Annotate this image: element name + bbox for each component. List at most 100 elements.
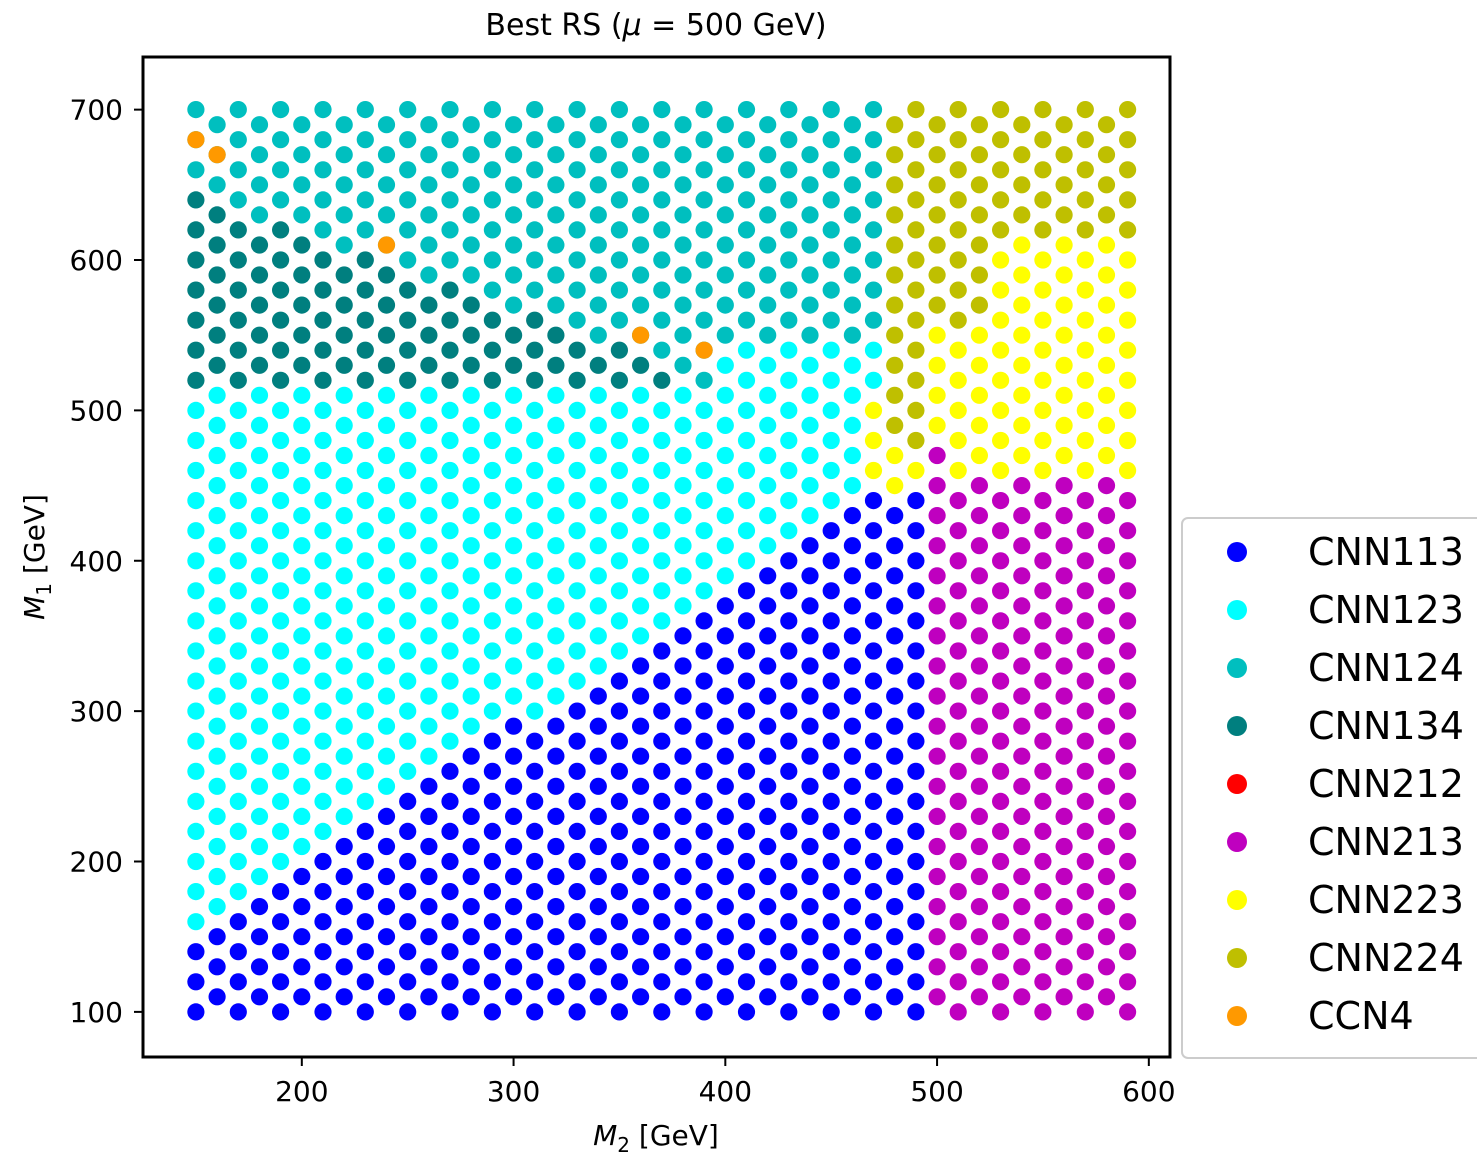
data-point-970 xyxy=(843,266,862,284)
data-point-442 xyxy=(483,552,501,570)
data-point-891 xyxy=(801,807,819,826)
data-point-1273 xyxy=(1055,326,1073,344)
data-point-1054 xyxy=(907,492,925,510)
data-point-550 xyxy=(568,973,586,991)
data-point-243 xyxy=(335,116,353,134)
data-point-1043 xyxy=(907,822,925,841)
data-point-251 xyxy=(356,792,374,811)
data-point-417 xyxy=(462,386,480,404)
data-point-327 xyxy=(399,341,417,359)
data-point-429 xyxy=(483,943,501,961)
data-point-471 xyxy=(504,597,523,615)
data-point-873 xyxy=(780,431,798,450)
data-point-155 xyxy=(293,928,311,946)
data-point-773 xyxy=(716,687,734,705)
data-point-787 xyxy=(716,266,734,284)
data-point-490 xyxy=(526,943,544,961)
data-point-1159 xyxy=(992,1003,1010,1021)
data-point-761 xyxy=(695,131,713,149)
data-point-303 xyxy=(377,146,396,164)
data-point-248 xyxy=(356,883,374,901)
data-point-311 xyxy=(399,822,417,841)
data-point-1263 xyxy=(1055,627,1073,645)
data-point-258 xyxy=(356,582,374,600)
data-point-1330 xyxy=(1097,446,1116,465)
data-point-1134 xyxy=(970,837,989,856)
data-point-1155 xyxy=(970,206,989,224)
data-point-1128 xyxy=(949,101,967,119)
data-point-1359 xyxy=(1119,492,1137,510)
data-point-233 xyxy=(335,416,353,434)
data-point-836 xyxy=(759,627,777,645)
data-point-870 xyxy=(780,522,798,540)
data-point-219 xyxy=(335,837,353,856)
data-point-818 xyxy=(737,251,756,269)
data-point-952 xyxy=(843,807,862,826)
data-point-1251 xyxy=(1055,988,1073,1006)
data-point-131 xyxy=(272,732,290,750)
data-point-893 xyxy=(801,747,819,765)
data-point-77 xyxy=(229,522,247,540)
data-point-1029 xyxy=(886,326,904,344)
data-point-959 xyxy=(843,597,862,615)
data-point-328 xyxy=(399,311,417,329)
data-point-15 xyxy=(187,552,205,570)
data-point-1303 xyxy=(1076,341,1094,359)
data-point-1108 xyxy=(949,702,967,720)
data-point-305 xyxy=(399,1003,417,1021)
data-point-1189 xyxy=(992,101,1010,119)
data-point-508 xyxy=(526,401,544,419)
data-point-1057 xyxy=(907,401,925,419)
data-point-1143 xyxy=(970,567,989,585)
data-point-955 xyxy=(843,717,862,735)
data-point-355 xyxy=(420,416,438,434)
data-point-139 xyxy=(272,492,290,510)
data-point-1331 xyxy=(1097,416,1116,434)
data-point-1286 xyxy=(1076,852,1094,871)
data-point-974 xyxy=(843,146,862,164)
data-point-368 xyxy=(441,943,459,961)
data-point-105 xyxy=(250,597,269,615)
data-point-9 xyxy=(187,732,205,750)
data-point-671 xyxy=(653,1003,671,1021)
data-point-884 xyxy=(780,101,798,119)
data-point-1191 xyxy=(1013,958,1031,976)
data-point-1152 xyxy=(970,296,989,314)
data-point-784 xyxy=(716,356,734,374)
data-point-701 xyxy=(653,101,671,119)
data-point-635 xyxy=(610,251,629,269)
data-point-571 xyxy=(568,341,586,359)
data-point-93 xyxy=(250,958,269,976)
data-point-1336 xyxy=(1097,266,1116,284)
data-point-276 xyxy=(377,958,396,976)
data-point-329 xyxy=(399,281,417,299)
data-point-56 xyxy=(208,236,226,254)
data-point-1034 xyxy=(886,176,904,194)
data-point-526 xyxy=(547,777,565,795)
data-point-380 xyxy=(441,582,459,600)
data-point-552 xyxy=(568,913,586,931)
data-point-814 xyxy=(737,371,756,389)
data-point-1361 xyxy=(1119,431,1137,450)
data-point-654 xyxy=(632,597,650,615)
data-point-121 xyxy=(250,116,269,134)
data-point-81 xyxy=(229,401,247,419)
data-point-736 xyxy=(695,883,713,901)
data-point-174 xyxy=(293,356,311,374)
data-point-954 xyxy=(843,747,862,765)
data-point-382 xyxy=(441,522,459,540)
data-point-1296 xyxy=(1076,552,1094,570)
data-point-274 xyxy=(356,101,374,119)
data-point-616 xyxy=(610,822,629,841)
data-point-1049 xyxy=(907,642,925,660)
data-point-309 xyxy=(399,883,417,901)
data-point-693 xyxy=(653,341,671,359)
data-point-710 xyxy=(674,747,692,765)
legend-label: CNN113 xyxy=(1308,530,1464,574)
data-point-398 xyxy=(462,958,480,976)
data-point-617 xyxy=(610,792,629,811)
data-point-485 xyxy=(504,176,523,194)
data-point-1015 xyxy=(886,747,904,765)
data-point-89 xyxy=(229,161,247,179)
data-point-370 xyxy=(441,883,459,901)
